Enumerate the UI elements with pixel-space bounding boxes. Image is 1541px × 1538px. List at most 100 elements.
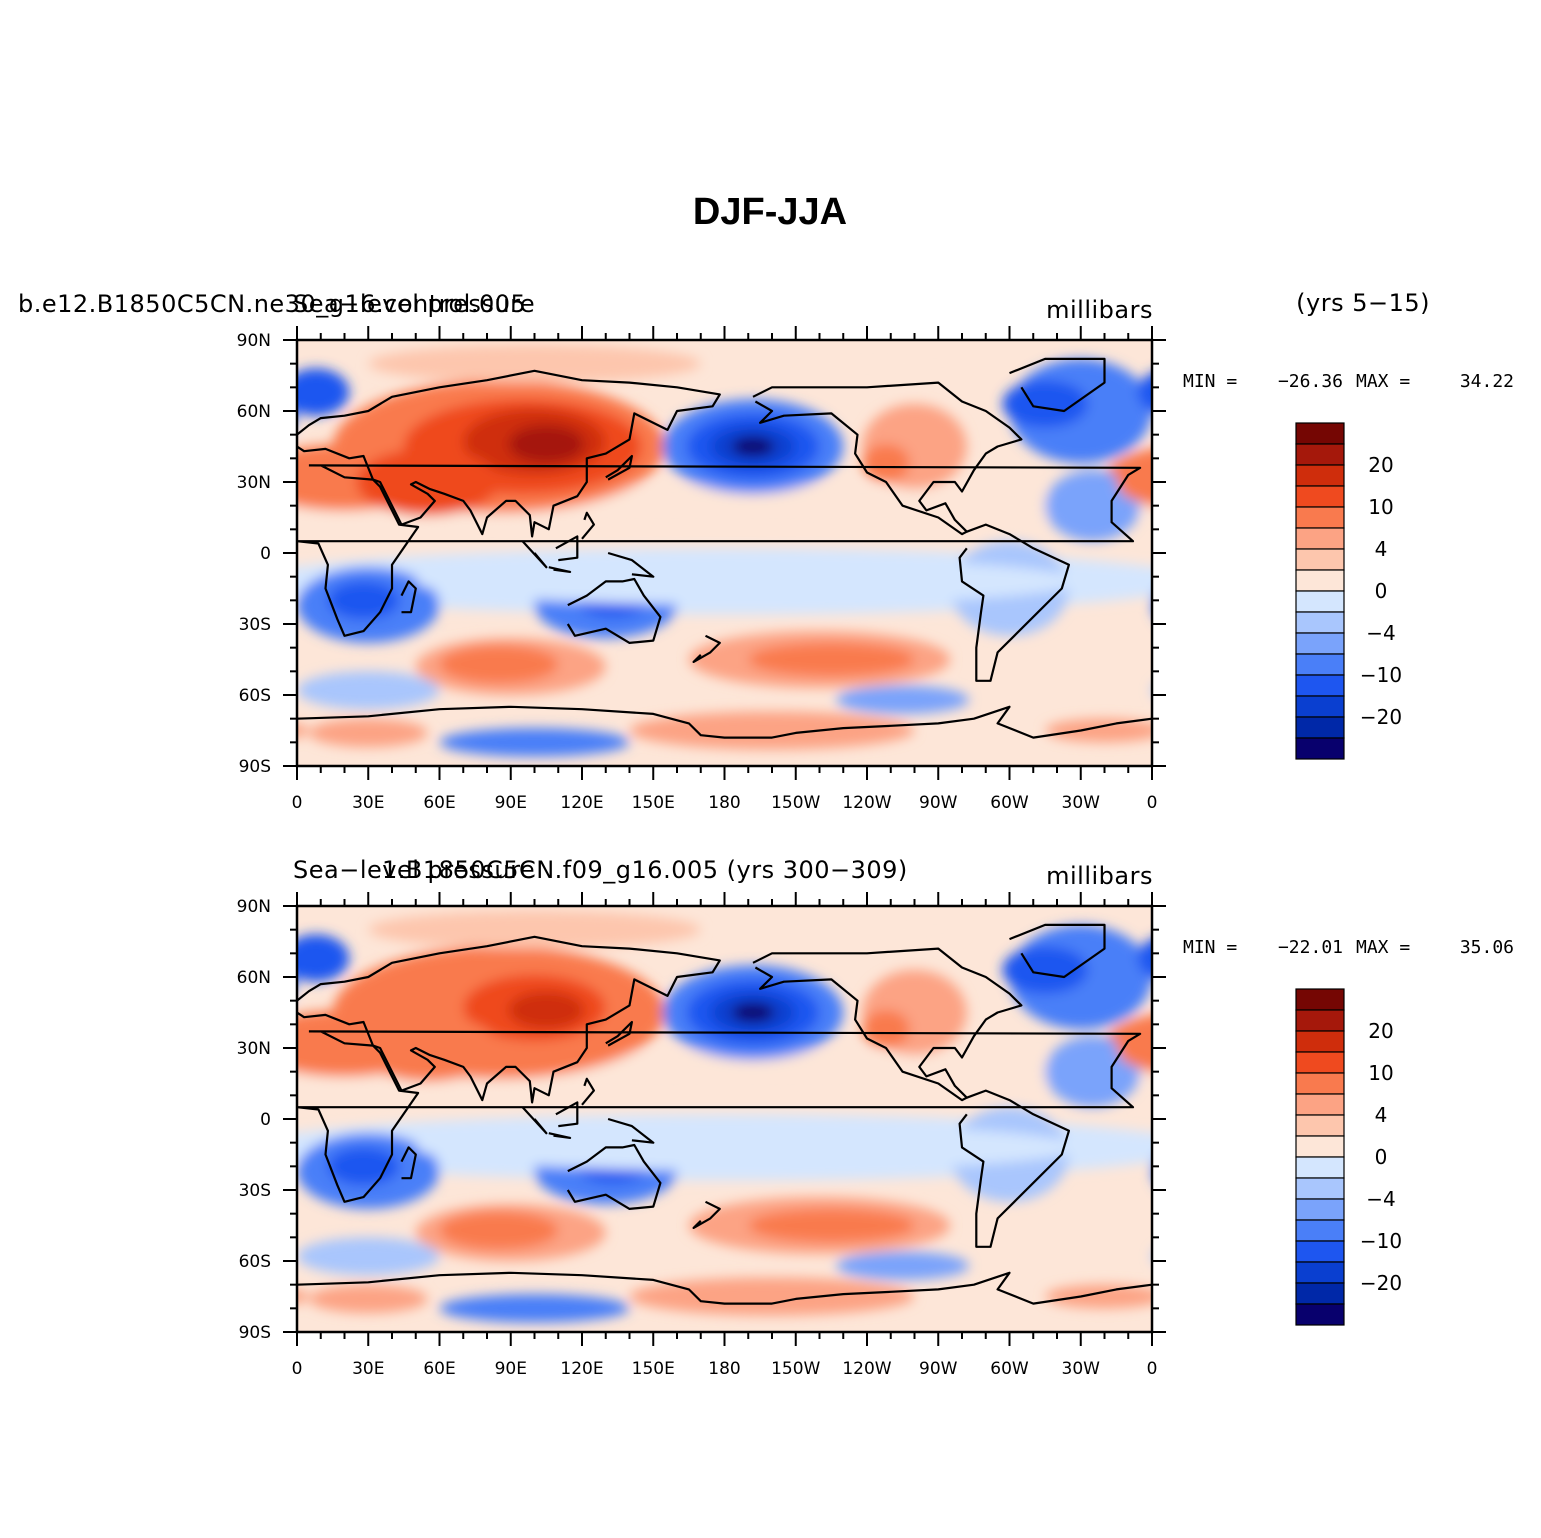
anomaly-contour — [368, 344, 701, 383]
anomaly-contour — [0, 1252, 114, 1280]
min-value: −26.36 — [1278, 371, 1343, 392]
label-bar-label: 4 — [1375, 537, 1388, 561]
anomaly-contour — [308, 1284, 428, 1314]
coastline — [1009, 357, 1106, 413]
x-tick-label: 60E — [423, 1359, 455, 1379]
anomaly-field — [0, 906, 1533, 1332]
x-tick-label: 150W — [771, 793, 820, 813]
x-tick-label: 150E — [632, 793, 675, 813]
min-label: MIN = — [1183, 937, 1237, 958]
label-bar-label: 4 — [1375, 1103, 1388, 1127]
panel-units: millibars — [1046, 296, 1153, 324]
label-bar-box — [1295, 485, 1345, 508]
anomaly-contour — [7, 1010, 55, 1048]
y-tick-label: 0 — [260, 1110, 271, 1130]
coastline — [566, 1143, 662, 1210]
label-bar-box — [1295, 1303, 1345, 1326]
anomaly-contour — [7, 404, 112, 489]
max-label: MAX = — [1356, 371, 1410, 392]
anomaly-contour — [1116, 453, 1152, 501]
x-tick-label: 120E — [560, 1359, 603, 1379]
anomaly-contour — [862, 444, 910, 483]
anomaly-contour — [629, 1277, 915, 1316]
anomaly-contour — [1104, 1132, 1152, 1162]
anomaly-contour — [7, 970, 112, 1055]
anomaly-contour — [1432, 584, 1503, 617]
label-bar-box — [1295, 1177, 1345, 1200]
coastline — [400, 1146, 417, 1180]
anomaly-contour — [95, 1107, 214, 1202]
coastline — [297, 705, 1152, 739]
coastline — [692, 634, 721, 663]
anomaly-contour — [1390, 1138, 1533, 1204]
coastline — [521, 1106, 548, 1135]
label-bar-box — [1295, 569, 1345, 592]
label-bar: 20 10 4 0 −4 −10 −20 — [1295, 988, 1402, 1326]
coastline — [605, 1020, 633, 1047]
coastlines — [297, 357, 1152, 739]
label-bar-box — [1295, 1261, 1345, 1284]
y-tick-label: 30S — [239, 1181, 271, 1201]
min-max-stats: MIN = −22.01 MAX = 35.06 — [1183, 937, 1514, 958]
coastline — [607, 551, 655, 578]
x-tick-label: 0 — [292, 793, 303, 813]
x-tick-label: 60W — [990, 1359, 1029, 1379]
coastlines — [297, 923, 1152, 1305]
label-bar-box — [1295, 988, 1345, 1011]
label-bar-box — [1295, 590, 1345, 613]
anomaly-contour — [0, 712, 60, 750]
anomaly-contour — [1045, 1284, 1152, 1309]
label-bar-box — [1295, 1114, 1345, 1137]
anomaly-contour — [1104, 566, 1152, 596]
anomaly-contour — [1188, 946, 1521, 1079]
anomaly-contour — [155, 925, 298, 1029]
anomaly-contour — [0, 1124, 226, 1171]
label-bar-box — [1295, 1072, 1345, 1095]
label-bar-box — [1295, 443, 1345, 466]
anomaly-contour — [7, 444, 55, 482]
label-bar-box — [1295, 464, 1345, 487]
anomaly-contour — [1045, 718, 1152, 743]
coastline — [297, 935, 721, 1104]
anomaly-contour — [0, 1278, 60, 1316]
label-bar-box — [1295, 737, 1345, 760]
anomaly-contour — [1045, 1036, 1141, 1108]
y-tick-label: 60S — [239, 686, 271, 706]
coastline — [297, 464, 1142, 637]
label-bar-label: −10 — [1360, 1229, 1402, 1253]
x-tick-label: 0 — [292, 1359, 303, 1379]
anomaly-contour — [0, 631, 95, 688]
anomaly-contour — [297, 723, 309, 738]
anomaly-contour — [308, 718, 428, 748]
anomaly-contour — [1188, 380, 1521, 513]
coastline — [548, 1132, 572, 1139]
coastline — [555, 1101, 579, 1128]
anomaly-contour — [1152, 1133, 1295, 1209]
x-tick-label: 60E — [423, 793, 455, 813]
panel-units: millibars — [1046, 862, 1153, 890]
x-tick-label: 0 — [1147, 1359, 1158, 1379]
anomaly-contour — [297, 456, 309, 498]
coastline — [752, 381, 1023, 536]
label-bar-box — [1295, 1219, 1345, 1242]
anomaly-contour — [772, 347, 962, 381]
anomaly-contour — [1259, 399, 1497, 494]
x-tick-label: 120E — [560, 793, 603, 813]
anomaly-contour — [297, 368, 350, 416]
coastline — [605, 454, 633, 481]
x-tick-label: 120W — [842, 793, 891, 813]
anomaly-contour — [368, 910, 701, 949]
min-label: MIN = — [1183, 371, 1237, 392]
anomaly-contour — [0, 1209, 60, 1242]
label-bar-box — [1295, 1030, 1345, 1053]
anomaly-contour — [439, 1294, 630, 1323]
panel-left-title: b.e12.B1850C5CN.ne30_g16.control.005 — [18, 290, 526, 318]
label-bar-box — [1295, 1240, 1345, 1263]
map-panel-top: b.e12.B1850C5CN.ne30_g16.control.005 Sea… — [0, 289, 1521, 813]
panel-overlay-title: 1.B1850C5CN.f09_g16.005 (yrs 300−309) — [382, 856, 908, 884]
y-tick-label: 90N — [237, 897, 271, 917]
anomaly-contour — [862, 1010, 910, 1048]
anomaly-contour — [1152, 567, 1295, 643]
x-tick-label: 60W — [990, 793, 1029, 813]
max-label: MAX = — [1356, 937, 1410, 958]
